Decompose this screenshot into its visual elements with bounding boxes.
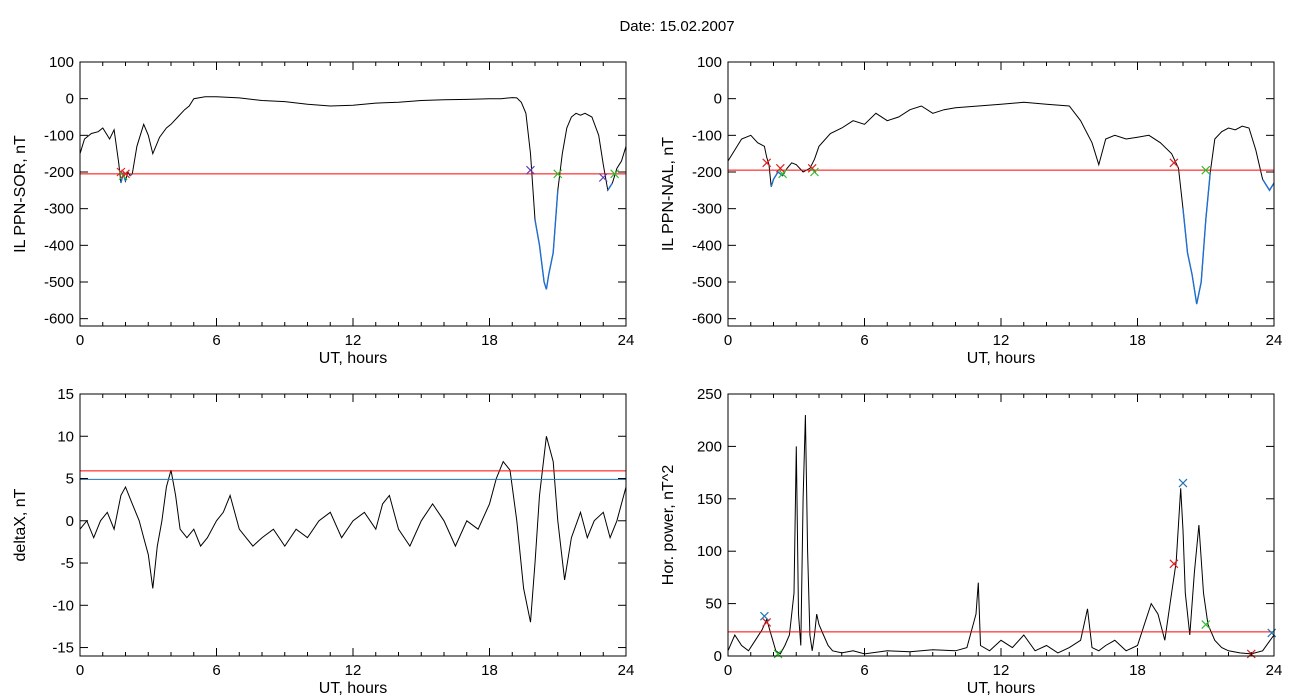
- event-marker: [526, 165, 535, 175]
- plot-frame: [727, 393, 1275, 657]
- x-axis-title: UT, hours: [319, 350, 387, 367]
- x-axis-title: UT, hours: [319, 680, 387, 697]
- event-marker: [1201, 165, 1211, 175]
- y-axis-title: deltaX, nT: [12, 488, 29, 561]
- y-tick-label: -300: [44, 201, 74, 218]
- y-tick-label: -5: [61, 555, 74, 572]
- y-tick-label: 0: [66, 513, 74, 530]
- figure-title: Date: 15.02.2007: [619, 18, 735, 35]
- x-tick-label: 18: [1129, 332, 1146, 349]
- y-tick-label: -400: [692, 237, 722, 254]
- x-tick-label: 24: [1266, 662, 1283, 679]
- x-tick-label: 24: [618, 332, 635, 349]
- panel-il-ppn-sor: 0 6 12 18 24 100 0 -100 -200 -300 -400 -500 -600 UT, …: [12, 54, 634, 367]
- event-marker: [773, 649, 783, 659]
- panel-hor-power: 0 6 12 18 24 250 200 150 100 50 0 UT, hours Hor. pow…: [660, 386, 1282, 697]
- y-axis-title: IL PPN-SOR, nT: [12, 135, 29, 253]
- plot-frame: [727, 61, 1275, 327]
- below-threshold-segment: [1262, 178, 1275, 192]
- event-marker: [121, 169, 130, 179]
- x-tick-label: 24: [1266, 332, 1283, 349]
- panel-il-ppn-nal: 0 6 12 18 24 100 0 -100 -200 -300 -400 -500 -600 UT, …: [660, 54, 1282, 367]
- y-tick-label: 15: [57, 386, 74, 403]
- y-tick-label: 0: [66, 91, 74, 108]
- x-tick-label: 0: [724, 662, 732, 679]
- x-axis-title: UT, hours: [967, 680, 1035, 697]
- x-tick-label: 18: [481, 332, 498, 349]
- x-axis-title: UT, hours: [967, 350, 1035, 367]
- y-tick-label: -400: [44, 237, 74, 254]
- plot-frame: [79, 61, 627, 327]
- y-tick-label: -200: [44, 164, 74, 181]
- event-marker: [598, 173, 608, 182]
- event-marker: [778, 169, 788, 179]
- y-tick-label: 0: [714, 648, 722, 665]
- event-marker: [610, 169, 620, 179]
- y-tick-label: -300: [692, 201, 722, 218]
- y-tick-label: -100: [44, 127, 74, 144]
- y-tick-label: 250: [697, 386, 722, 403]
- x-tick-label: 12: [993, 662, 1010, 679]
- x-tick-label: 6: [860, 332, 868, 349]
- y-tick-label: 200: [697, 438, 722, 455]
- x-tick-label: 12: [345, 332, 362, 349]
- y-tick-label: 150: [697, 491, 722, 508]
- y-tick-label: 100: [697, 543, 722, 560]
- event-marker: [762, 158, 772, 168]
- panel-deltax: 0 6 12 18 24 15 10 5 0 -5 -10 -15 UT, hours deltaX, n…: [12, 386, 634, 697]
- event-marker: [1169, 158, 1179, 168]
- event-marker: [762, 618, 772, 627]
- y-tick-label: 100: [49, 54, 74, 71]
- event-marker: [1178, 478, 1188, 488]
- event-marker: [1267, 628, 1277, 638]
- y-tick-label: -100: [692, 127, 722, 144]
- x-tick-label: 6: [212, 332, 220, 349]
- y-tick-label: 100: [697, 54, 722, 71]
- x-tick-label: 0: [76, 332, 84, 349]
- y-tick-label: -500: [692, 274, 722, 291]
- y-tick-label: -600: [44, 311, 74, 328]
- below-threshold-segment: [770, 170, 784, 187]
- y-tick-label: -600: [692, 311, 722, 328]
- y-tick-label: 10: [57, 428, 74, 445]
- x-tick-label: 18: [1129, 662, 1146, 679]
- x-tick-label: 6: [212, 662, 220, 679]
- series-line: [79, 96, 627, 290]
- y-tick-label: 5: [66, 471, 74, 488]
- y-tick-label: -15: [52, 640, 74, 657]
- plot-frame: [79, 393, 627, 657]
- event-marker: [1169, 559, 1179, 569]
- y-axis-title: Hor. power, nT^2: [660, 465, 677, 586]
- x-tick-label: 12: [345, 662, 362, 679]
- x-tick-label: 12: [993, 332, 1010, 349]
- y-tick-label: -500: [44, 274, 74, 291]
- event-marker: [759, 611, 769, 621]
- event-marker: [775, 163, 785, 173]
- y-tick-label: -200: [692, 164, 722, 181]
- event-marker: [810, 167, 819, 177]
- below-threshold-segment: [1182, 171, 1211, 305]
- x-tick-label: 0: [76, 662, 84, 679]
- x-tick-label: 18: [481, 662, 498, 679]
- x-tick-label: 6: [860, 662, 868, 679]
- event-marker: [1201, 620, 1211, 629]
- series-line: [727, 414, 1275, 655]
- y-tick-label: 50: [705, 596, 722, 613]
- y-tick-label: -10: [52, 597, 74, 614]
- y-axis-title: IL PPN-NAL, nT: [660, 137, 677, 251]
- below-threshold-segment: [534, 190, 559, 290]
- x-tick-label: 24: [618, 662, 635, 679]
- y-tick-label: 0: [714, 91, 722, 108]
- below-threshold-segment: [607, 182, 613, 191]
- x-tick-label: 0: [724, 332, 732, 349]
- event-marker: [553, 169, 563, 179]
- series-line: [79, 436, 627, 623]
